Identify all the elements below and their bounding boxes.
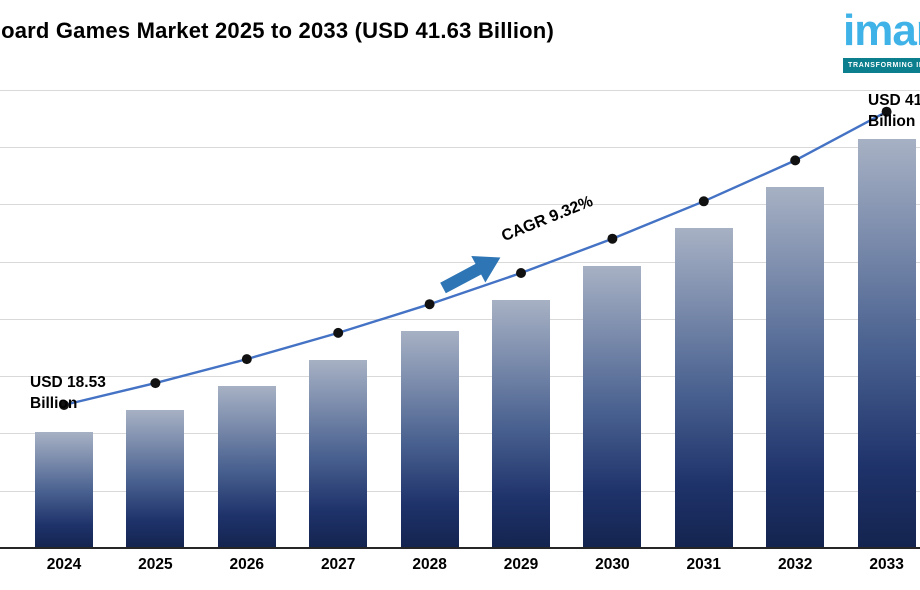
gridline bbox=[0, 89, 920, 91]
chart-title: Board Games Market 2025 to 2033 (USD 41.… bbox=[0, 18, 554, 43]
x-axis-label-2032: 2032 bbox=[777, 556, 813, 573]
end-value-label: USD 41.63 Billion bbox=[868, 90, 920, 132]
x-axis-label-2027: 2027 bbox=[320, 556, 356, 573]
gridline bbox=[0, 146, 920, 148]
x-axis-label-2033: 2033 bbox=[869, 556, 904, 573]
x-axis-label-2024: 2024 bbox=[46, 556, 82, 573]
brand-logo-tagline: TRANSFORMING IDEAS bbox=[843, 58, 920, 73]
bar-2031 bbox=[674, 228, 733, 548]
x-axis-line bbox=[0, 547, 920, 549]
brand-logo: imarc TRANSFORMING IDEAS bbox=[843, 8, 920, 73]
x-axis-label-2031: 2031 bbox=[686, 556, 722, 573]
data-point-marker-2027 bbox=[333, 327, 344, 338]
bar-2032 bbox=[766, 187, 825, 548]
data-point-marker-2026 bbox=[241, 354, 252, 365]
data-point-marker-2030 bbox=[607, 233, 618, 244]
x-axis-label-2030: 2030 bbox=[595, 556, 630, 573]
x-axis-label-2025: 2025 bbox=[138, 556, 173, 573]
x-axis-label-2028: 2028 bbox=[412, 556, 447, 573]
gridline bbox=[0, 490, 920, 492]
start-value-line2: Billion bbox=[30, 395, 78, 412]
bar-2030 bbox=[583, 265, 642, 548]
bar-2027 bbox=[309, 359, 368, 548]
gridline bbox=[0, 433, 920, 435]
bar-2026 bbox=[217, 386, 276, 548]
data-point-marker-2032 bbox=[790, 155, 801, 166]
bar-2025 bbox=[126, 410, 185, 548]
data-point-marker-2025 bbox=[150, 378, 161, 389]
bar-2024 bbox=[35, 432, 93, 548]
bar-2029 bbox=[492, 300, 550, 548]
end-value-line1: USD 41.63 bbox=[868, 92, 920, 109]
cagr-arrow-icon bbox=[440, 255, 501, 294]
bar-2033 bbox=[857, 138, 916, 548]
x-axis-label-2029: 2029 bbox=[503, 556, 539, 573]
x-axis-label-2026: 2026 bbox=[229, 556, 265, 573]
data-point-marker-2028 bbox=[424, 299, 435, 310]
brand-logo-text: imarc bbox=[843, 6, 920, 55]
start-value-label: USD 18.53 Billion bbox=[30, 372, 106, 414]
cagr-label: CAGR 9.32% bbox=[499, 193, 596, 246]
bar-2028 bbox=[400, 331, 459, 548]
start-value-line1: USD 18.53 bbox=[30, 374, 106, 391]
end-value-line2: Billion bbox=[868, 113, 916, 130]
